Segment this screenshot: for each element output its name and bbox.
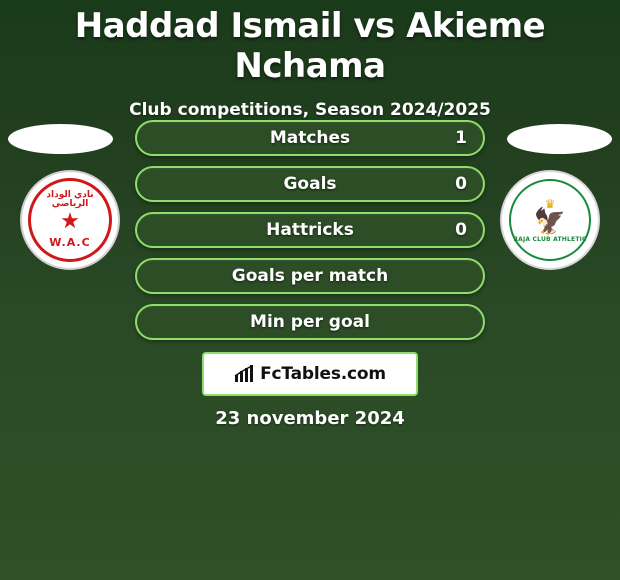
chart-bars-icon [234,365,256,383]
brand-box: FcTables.com [202,352,418,396]
player-marker-right [507,124,612,154]
stat-bar-label: Matches [270,128,350,148]
stat-bar-value: 0 [455,220,467,240]
stat-bar: Hattricks 0 [135,212,485,248]
page-subtitle: Club competitions, Season 2024/2025 [0,100,620,120]
stat-bar-value: 0 [455,174,467,194]
stat-bar-label: Min per goal [250,312,370,332]
stat-bar-label: Goals [283,174,336,194]
team-badge-right: ♛ 🦅 RAJA CLUB ATHLETIC [500,170,600,270]
stat-bar-label: Goals per match [232,266,388,286]
team-badge-left-abbrev: W.A.C [49,236,90,249]
stat-bar-label: Hattricks [266,220,354,240]
team-badge-left: نادي الوداد الرياضي ★ W.A.C [20,170,120,270]
page-title: Haddad Ismail vs Akieme Nchama [0,0,620,86]
team-badge-left-arabic: نادي الوداد الرياضي [31,191,109,209]
date-stamp: 23 november 2024 [0,408,620,429]
stat-bar-value: 1 [455,128,467,148]
stat-bar: Min per goal [135,304,485,340]
stat-bar: Matches 1 [135,120,485,156]
team-badge-right-inner: ♛ 🦅 RAJA CLUB ATHLETIC [509,179,591,261]
star-icon: ★ [60,209,80,234]
content-root: Haddad Ismail vs Akieme Nchama Club comp… [0,0,620,580]
stat-bars: Matches 1 Goals 0 Hattricks 0 Goals per match M… [135,120,485,340]
stat-bar: Goals 0 [135,166,485,202]
brand-text: FcTables.com [260,364,386,384]
player-marker-left [8,124,113,154]
eagle-icon: 🦅 [534,209,566,235]
stat-bar: Goals per match [135,258,485,294]
team-badge-right-text: RAJA CLUB ATHLETIC [513,236,586,243]
team-badge-left-inner: نادي الوداد الرياضي ★ W.A.C [28,178,112,262]
